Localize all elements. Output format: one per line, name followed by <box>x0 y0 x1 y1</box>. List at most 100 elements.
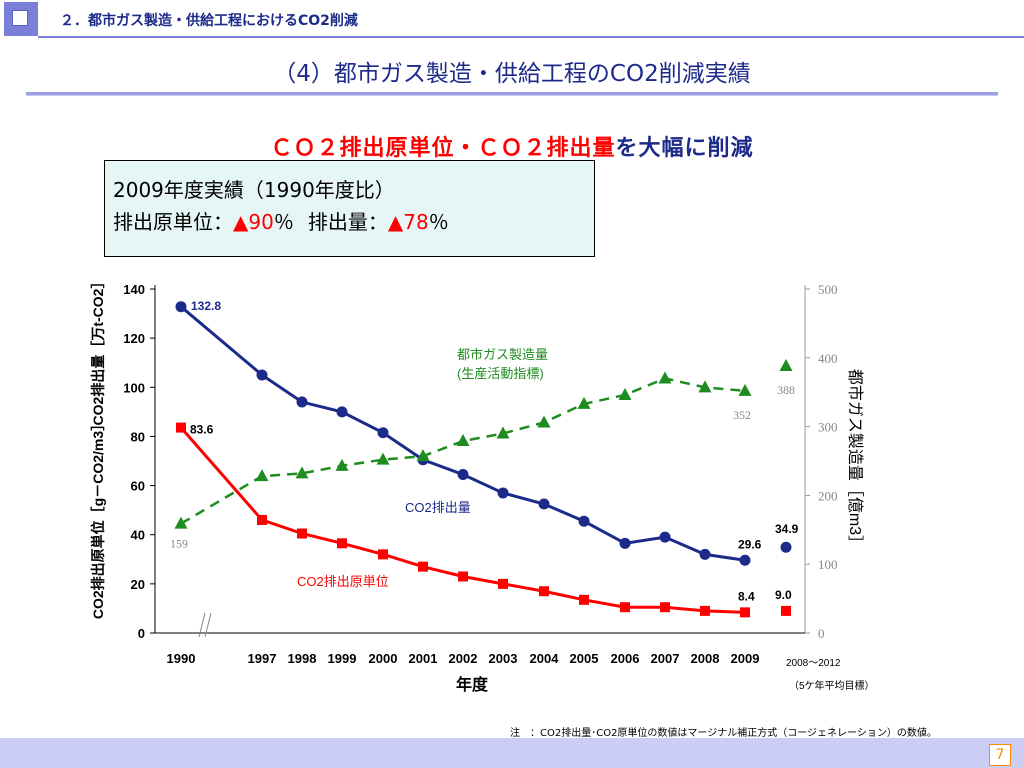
data-point <box>496 426 510 439</box>
target-point <box>780 541 792 553</box>
data-point <box>538 498 550 510</box>
axis-break-mark <box>198 612 206 638</box>
x-tick-label: 1990 <box>167 651 196 666</box>
data-label-production-end: 352 <box>733 408 751 422</box>
data-point <box>458 571 468 582</box>
result-period: 2009年度実績（1990年度比） <box>113 178 395 202</box>
data-point <box>418 561 428 572</box>
data-point <box>416 449 430 462</box>
data-point <box>174 516 188 529</box>
right-tick-label: 400 <box>818 351 838 366</box>
headline-blue: を大幅に削減 <box>615 136 754 161</box>
right-tick-label: 0 <box>818 626 825 641</box>
left-tick-label: 140 <box>123 282 145 297</box>
legend-label-production-sub: (生産活動指標) <box>457 366 544 381</box>
right-tick-label: 300 <box>818 420 838 435</box>
data-label-intensity-end: 8.4 <box>738 589 755 603</box>
target-period-label: 2008～2012 <box>786 658 841 669</box>
legend-label-intensity: CO2排出原単位 <box>297 574 389 589</box>
x-tick-label: 2001 <box>409 651 438 666</box>
target-point <box>781 605 791 616</box>
emission-label: 排出量： <box>307 210 388 234</box>
slide-corner-icon <box>4 2 38 36</box>
left-tick-label: 100 <box>123 380 145 395</box>
data-point <box>537 415 551 428</box>
headline-red: ＣＯ２排出原単位・ＣＯ２排出量 <box>270 136 616 161</box>
section-label: ２．都市ガス製造・供給工程におけるCO2削減 <box>60 13 358 29</box>
data-label-emission-end: 29.6 <box>738 537 762 551</box>
data-point <box>255 469 269 482</box>
page-number: 7 <box>989 744 1011 766</box>
data-point <box>175 301 187 313</box>
data-point <box>699 548 711 560</box>
data-point <box>296 396 308 408</box>
x-tick-label: 2003 <box>489 651 518 666</box>
footer-bar <box>0 738 1024 768</box>
data-label-emission-target: 34.9 <box>775 522 799 536</box>
data-point <box>739 554 751 566</box>
legend-label-emission: CO2排出量 <box>405 500 471 515</box>
data-point <box>176 422 186 433</box>
data-point <box>376 452 390 465</box>
x-tick-label: 2008 <box>691 651 720 666</box>
x-tick-label: 1997 <box>248 651 277 666</box>
x-tick-label: 2004 <box>530 651 560 666</box>
top-rule <box>38 36 1024 38</box>
data-point <box>377 427 389 439</box>
left-tick-label: 20 <box>131 577 145 592</box>
x-tick-label: 2002 <box>449 651 478 666</box>
x-tick-label: 1998 <box>288 651 317 666</box>
data-point <box>700 605 710 616</box>
intensity-percent: ％ <box>273 210 294 234</box>
data-point <box>698 380 712 393</box>
data-point <box>498 578 508 589</box>
data-label-intensity-start: 83.6 <box>190 423 214 437</box>
data-label-intensity-target: 9.0 <box>775 588 792 602</box>
left-tick-label: 0 <box>138 626 145 641</box>
data-point <box>497 487 509 499</box>
slide-title: （4）都市ガス製造・供給工程のCO2削減実績 <box>273 61 751 87</box>
x-tick-label: 1999 <box>328 651 357 666</box>
emission-value: 78 <box>403 210 429 234</box>
data-point <box>336 406 348 418</box>
data-point <box>659 531 671 543</box>
result-values: 排出原単位：▲90％ 排出量：▲78％ <box>113 207 594 237</box>
data-point <box>457 469 469 481</box>
result-box: 2009年度実績（1990年度比） 排出原単位：▲90％ 排出量：▲78％ <box>104 160 595 257</box>
data-label-production-start: 159 <box>170 537 188 551</box>
x-axis-label: 年度 <box>456 675 489 694</box>
data-point <box>335 458 349 471</box>
series-line-2 <box>180 377 746 525</box>
data-point <box>579 594 589 605</box>
data-point <box>660 602 670 613</box>
intensity-mark: ▲ <box>233 210 249 234</box>
x-tick-label: 2009 <box>731 651 760 666</box>
data-point <box>295 466 309 479</box>
right-tick-label: 200 <box>818 488 838 503</box>
x-tick-label: 2006 <box>611 651 640 666</box>
data-point <box>256 369 268 381</box>
data-point <box>539 586 549 597</box>
data-point <box>257 514 267 525</box>
data-point <box>740 607 750 618</box>
data-point <box>619 537 631 549</box>
target-note-label: （5ケ年平均目標） <box>789 679 875 692</box>
footnote: 注 ：CO2排出量･CO2原単位の数値はマージナル補正方式（コージェネレーション… <box>510 728 937 739</box>
left-axis-label-bottom: CO2排出原単位［g－CO2/m3］ <box>90 417 106 619</box>
legend-label-production: 都市ガス製造量 <box>457 347 548 362</box>
data-point <box>620 602 630 613</box>
co2-chart: 0 20 40 60 80 100 120 140 0 100 200 300 400 500 1990 19… <box>90 275 875 694</box>
left-tick-label: 80 <box>131 429 145 444</box>
data-label-emission-start: 132.8 <box>191 299 221 313</box>
data-point <box>456 434 470 447</box>
right-axis-label: 都市ガス製造量［億m3］ <box>846 369 864 551</box>
axis-break-mark <box>204 612 212 638</box>
right-tick-label: 500 <box>818 282 838 297</box>
title-rule <box>26 92 998 96</box>
x-tick-label: 2000 <box>369 651 398 666</box>
x-tick-label: 2007 <box>651 651 680 666</box>
left-tick-label: 40 <box>131 528 145 543</box>
data-point <box>297 528 307 539</box>
data-point <box>337 538 347 549</box>
intensity-label: 排出原単位： <box>113 210 233 234</box>
